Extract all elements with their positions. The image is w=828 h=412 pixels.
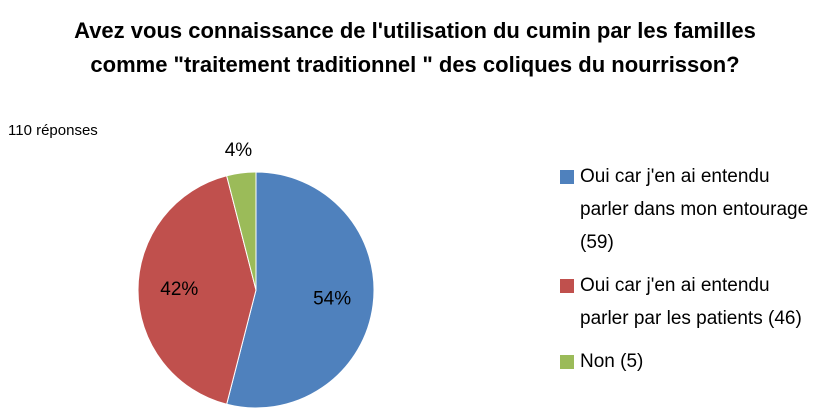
legend-item: Oui car j'en ai entendu parler par les p… [560, 269, 822, 335]
chart: 54% 42% 4% [137, 140, 375, 409]
legend-swatch [560, 279, 574, 293]
chart-title: Avez vous connaissance de l'utilisation … [74, 18, 756, 77]
legend-label: Oui car j'en ai entendu parler par les p… [580, 275, 802, 329]
legend-item: Oui car j'en ai entendu parler dans mon … [560, 160, 822, 259]
pie-slice [226, 171, 375, 409]
chart-subtitle: 110 réponses [8, 122, 98, 139]
legend-swatch [560, 355, 574, 369]
pie-slice [226, 171, 257, 291]
legend: Oui car j'en ai entendu parler dans mon … [560, 160, 822, 388]
data-label: 42% [160, 279, 198, 300]
pie-slice [137, 175, 257, 405]
legend-label: Oui car j'en ai entendu parler dans mon … [580, 166, 809, 253]
legend-swatch [560, 170, 574, 184]
legend-label: Non (5) [580, 351, 644, 372]
legend-item: Non (5) [560, 345, 822, 378]
data-label: 4% [225, 140, 253, 161]
data-label: 54% [313, 289, 351, 310]
